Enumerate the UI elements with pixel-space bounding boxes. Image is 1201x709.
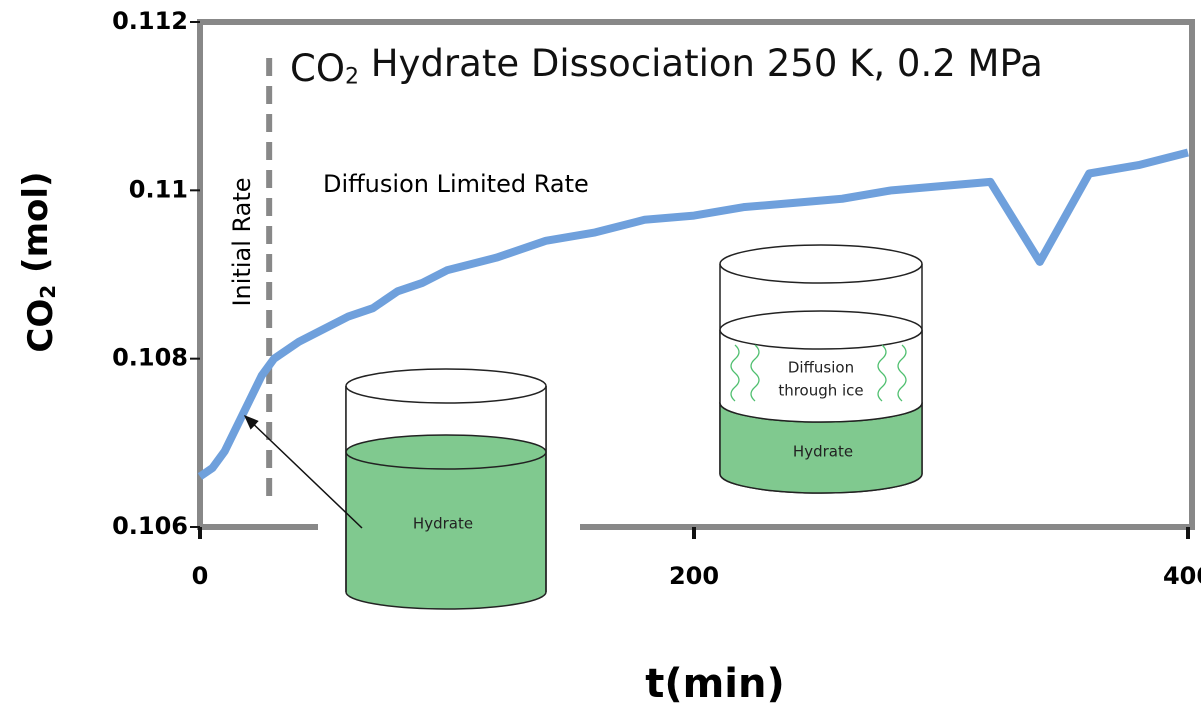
cylinder-top [346,369,546,403]
hydrate-cylinder: Hydrate [318,365,580,610]
initial-rate-label: Initial Rate [228,177,256,306]
text-part: CO [290,47,345,90]
y-tick-label: 0.108 [112,344,188,372]
hydrate-label: Hydrate [793,443,853,461]
text-part: (mol) [16,171,56,284]
cylinder-top [720,245,922,283]
x-tick-label: 200 [669,562,719,590]
y-tick-label: 0.11 [129,175,188,203]
text-part: Hydrate Dissociation 250 K, 0.2 MPa [359,41,1043,84]
diffusion-label: Diffusion [788,359,854,377]
y-tick-label: 0.112 [112,7,188,35]
diffusion-label: through ice [778,382,863,400]
hydrate-label: Hydrate [413,515,473,533]
x-tick-label: 0 [192,562,209,590]
diffusion-limited-label: Diffusion Limited Rate [323,170,589,198]
chart-title: CO2 Hydrate Dissociation 250 K, 0.2 MPa [290,41,1043,89]
ice-surface [720,311,922,349]
text-part: 2 [345,65,359,90]
x-axis-label: t(min) [645,661,785,707]
y-tick-label: 0.106 [112,512,188,540]
text-part: CO [21,299,61,353]
text-part: 2 [36,285,60,299]
y-axis-label: CO2 (mol) [16,171,61,352]
x-tick-label: 400 [1163,562,1201,590]
diffusion-cylinder: Diffusion through ice Hydrate [720,245,922,493]
hydrate-surface [346,435,546,469]
chart: CO2 Hydrate Dissociation 250 K, 0.2 MPa … [0,0,1201,709]
